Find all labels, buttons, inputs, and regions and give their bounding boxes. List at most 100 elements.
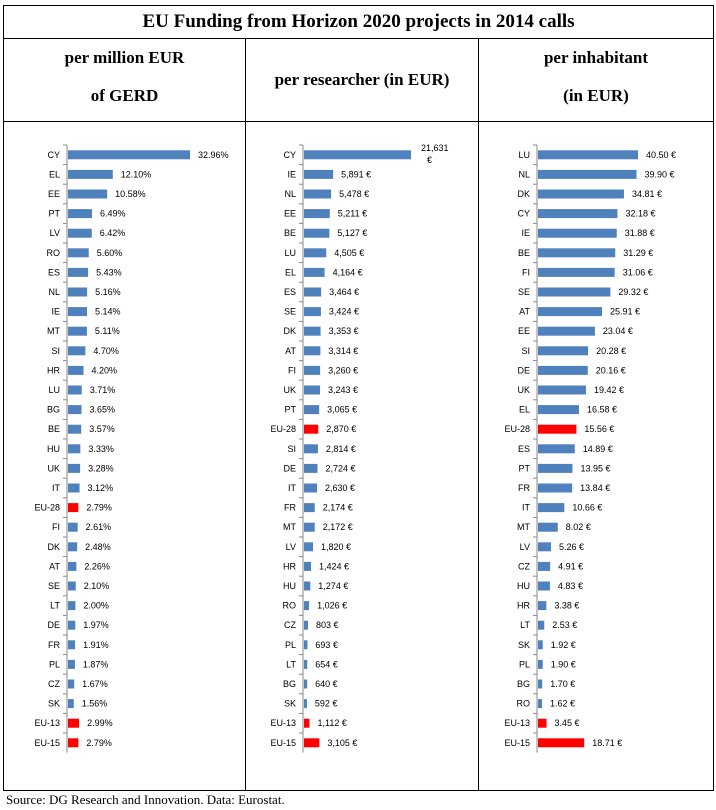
bar-cz [538,561,551,571]
value-label: 3.71% [90,385,116,395]
value-label: 10.66 € [572,503,602,513]
category-label: BE [48,424,60,434]
header-line: of GERD [90,86,159,105]
bar-lt [304,659,308,669]
value-label: 3,314 € [328,346,358,356]
value-label: 31.06 € [623,267,653,277]
category-label: BE [518,248,530,258]
category-label: FI [52,522,60,532]
bar-hu [304,581,311,591]
category-label: RO [283,601,297,611]
category-label: ES [284,287,296,297]
value-label: 1,424 € [319,561,349,571]
category-label: MT [47,326,60,336]
header-line: (in EUR) [563,86,629,105]
bar-fi [538,267,615,277]
value-label: 32.96% [198,150,229,160]
bar-at [68,561,77,571]
bar-ie [304,169,334,179]
value-label: 2.99% [87,718,113,728]
value-label: 3,353 € [329,326,359,336]
category-label: EU-13 [504,718,530,728]
bar-hr [538,601,547,611]
bar-eu-13 [538,718,547,728]
bar-nl [538,169,637,179]
bar-nl [304,189,332,199]
bar-el [304,267,325,277]
category-label: SK [284,699,296,709]
bar-ee [538,326,595,336]
category-label: CZ [284,620,296,630]
category-label: DE [47,620,60,630]
category-label: BG [283,679,296,689]
value-label: 3,260 € [328,365,358,375]
category-label: EU-28 [270,424,296,434]
header-line: per million EUR [64,48,185,67]
value-label: 3,243 € [328,385,358,395]
value-label: 5.26 € [559,542,584,552]
category-label: IT [52,483,61,493]
value-label: 29.32 € [618,287,648,297]
bar-si [538,346,589,356]
value-label: 6.49% [100,209,126,219]
bar-si [68,346,86,356]
category-label: UK [47,463,60,473]
bar-pl [304,640,308,650]
bar-eu-28 [68,503,79,513]
header-per-inhabitant: per inhabitant (in EUR) [478,38,714,122]
value-label: 20.16 € [596,365,626,375]
bar-sk [68,699,74,709]
value-label: 5.16% [95,287,121,297]
category-label: EE [48,189,60,199]
category-label: ES [48,267,60,277]
bar-fr [538,483,573,493]
bar-chart-per-inhabitant: LU 40.50 € NL 39.90 € DK 34.81 € CY 32.18 € IE 31… [504,144,676,753]
value-label: 1.70 € [550,679,575,689]
bar-be [68,424,82,434]
category-label: EL [519,405,530,415]
category-label: BE [284,228,296,238]
bar-lv [304,542,314,552]
value-label: 640 € [315,679,338,689]
value-label: 1,820 € [321,542,351,552]
category-label: EE [284,209,296,219]
bar-uk [538,385,586,395]
category-label: CZ [48,679,60,689]
category-label: HU [47,444,60,454]
value-label: 25.91 € [610,307,640,317]
value-label: 1.62 € [550,699,575,709]
value-label: 592 € [315,699,338,709]
value-label: 2,870 € [326,424,356,434]
bar-es [68,267,89,277]
bar-cy [304,150,411,160]
category-label: CZ [518,561,530,571]
bar-uk [68,463,81,473]
value-label: 14.89 € [583,444,613,454]
category-label: LT [50,601,60,611]
value-label: 4.70% [93,346,119,356]
category-label: SI [521,346,530,356]
bar-at [304,346,321,356]
category-label: DK [517,189,530,199]
category-label: CY [47,150,60,160]
category-label: SE [518,287,530,297]
bar-eu-15 [304,738,320,748]
category-label: EU-15 [504,738,530,748]
category-label: MT [283,522,296,532]
bar-ro [538,699,542,709]
category-label: PT [284,405,296,415]
category-label: SE [48,581,60,591]
category-label: HR [517,601,530,611]
category-label: IT [288,483,297,493]
category-label: PL [49,659,60,669]
bar-se [304,307,321,317]
bar-cy [68,150,190,160]
value-label: 31.88 € [625,228,655,238]
bar-si [304,444,318,454]
category-label: HU [283,581,296,591]
source-note: Source: DG Research and Innovation. Data… [6,792,285,807]
bar-dk [304,326,321,336]
category-label: AT [519,307,530,317]
value-label: 3,065 € [327,405,357,415]
bar-se [68,581,76,591]
